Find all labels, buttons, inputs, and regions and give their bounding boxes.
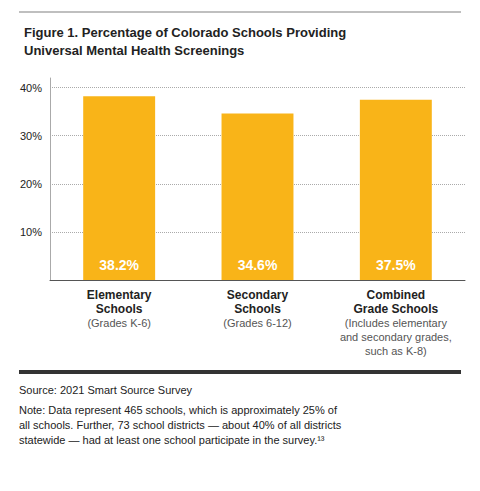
svg-text:Schools: Schools (96, 302, 143, 316)
svg-text:Universal Mental Health Screen: Universal Mental Health Screenings (24, 43, 244, 58)
svg-text:40%: 40% (20, 82, 42, 94)
svg-text:10%: 10% (20, 226, 42, 238)
svg-text:Elementary: Elementary (87, 288, 152, 302)
svg-text:Source: 2021 Smart Source Surv: Source: 2021 Smart Source Survey (19, 384, 193, 396)
svg-text:(Grades K-6): (Grades K-6) (87, 317, 151, 329)
svg-text:34.6%: 34.6% (238, 257, 278, 273)
svg-text:Schools: Schools (234, 302, 281, 316)
svg-text:all schools. Further, 73 schoo: all schools. Further, 73 school district… (19, 419, 342, 431)
svg-text:Secondary: Secondary (227, 288, 289, 302)
svg-text:30%: 30% (20, 130, 42, 142)
svg-text:20%: 20% (20, 178, 42, 190)
svg-text:Grade Schools: Grade Schools (353, 302, 438, 316)
svg-text:(Grades 6-12): (Grades 6-12) (223, 317, 291, 329)
svg-text:statewide — had at least one s: statewide — had at least one school part… (19, 434, 325, 446)
svg-text:Figure 1. Percentage of Colora: Figure 1. Percentage of Colorado Schools… (24, 25, 346, 40)
svg-text:Combined: Combined (366, 288, 425, 302)
svg-text:and secondary grades,: and secondary grades, (340, 331, 452, 343)
svg-text:37.5%: 37.5% (376, 257, 416, 273)
svg-text:Note: Data represent 465 schoo: Note: Data represent 465 schools, which … (19, 404, 338, 416)
svg-text:38.2%: 38.2% (99, 257, 139, 273)
svg-text:such as K-8): such as K-8) (365, 345, 427, 357)
svg-text:(Includes elementary: (Includes elementary (345, 317, 448, 329)
